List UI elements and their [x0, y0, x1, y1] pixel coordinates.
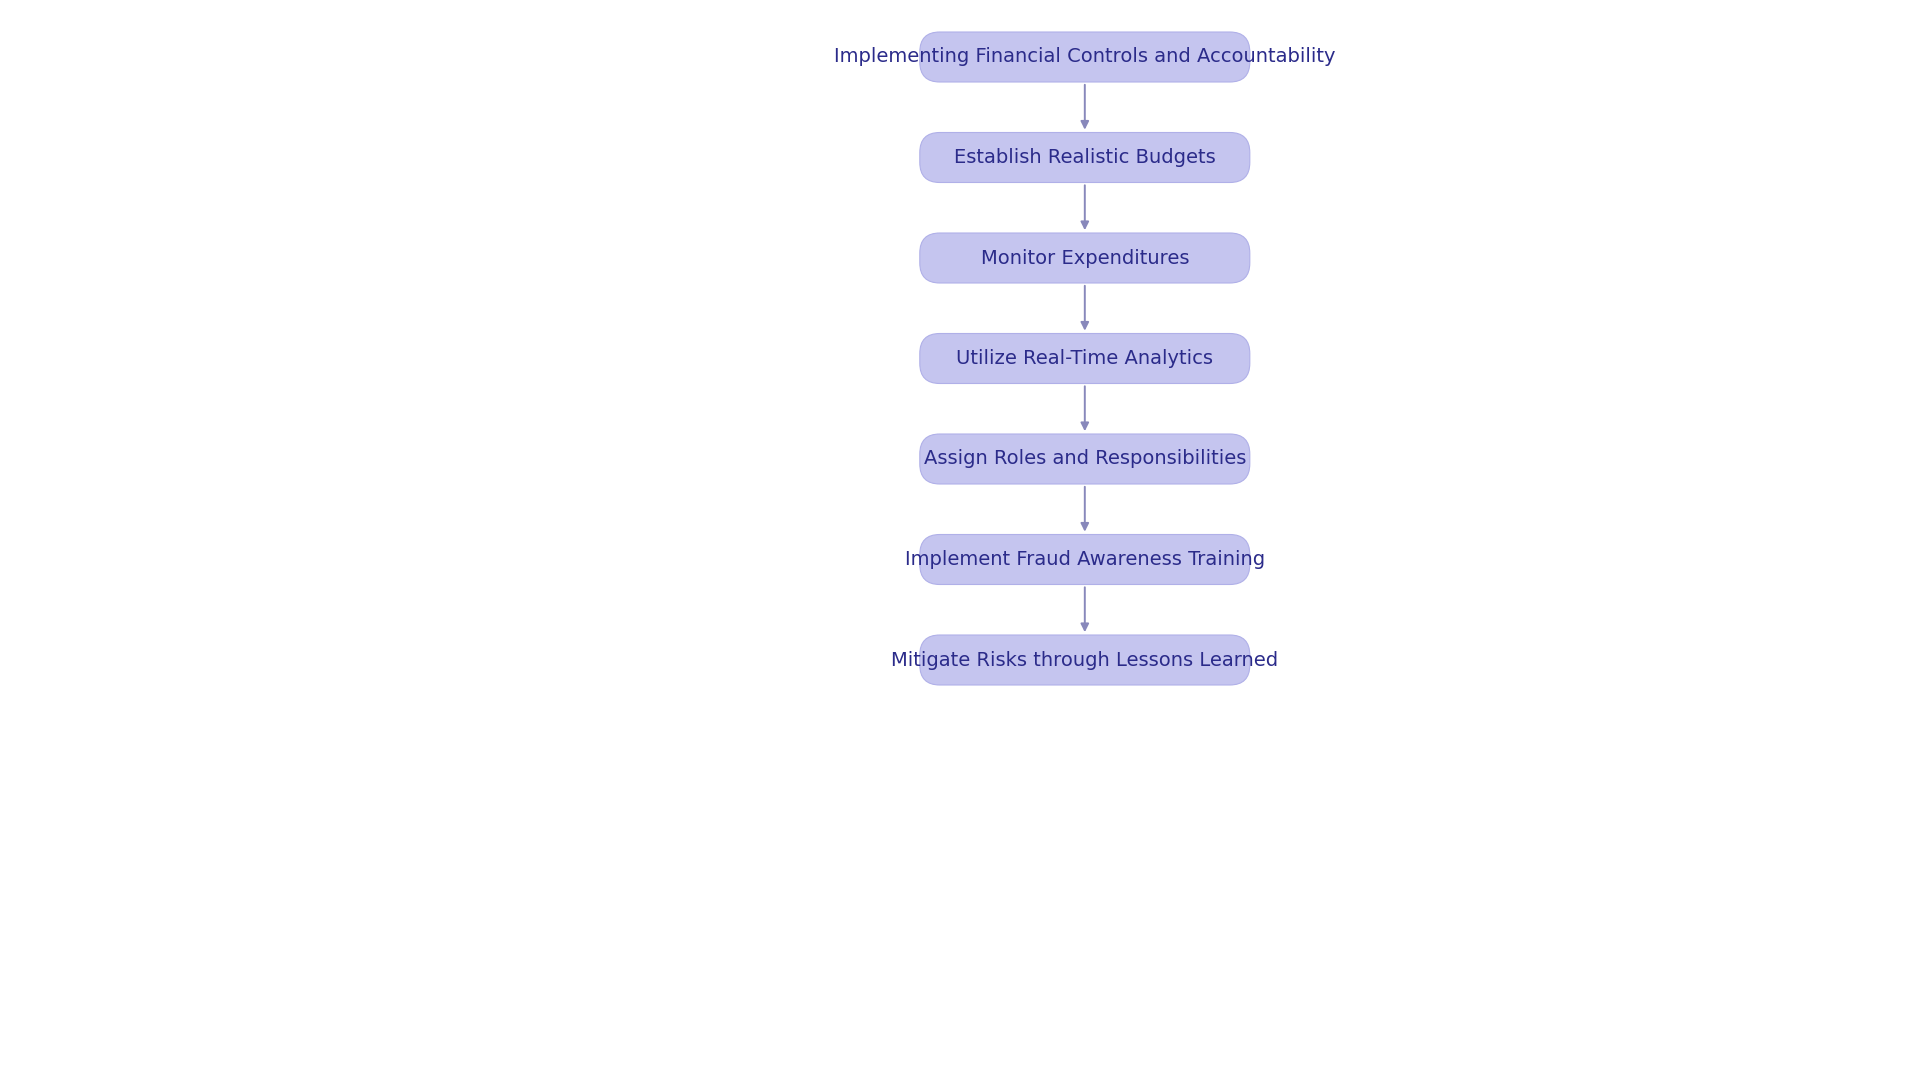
FancyBboxPatch shape — [920, 635, 1250, 686]
Text: Implementing Financial Controls and Accountability: Implementing Financial Controls and Acco… — [833, 48, 1336, 66]
Text: Establish Realistic Budgets: Establish Realistic Budgets — [954, 148, 1215, 167]
FancyBboxPatch shape — [920, 32, 1250, 82]
Text: Mitigate Risks through Lessons Learned: Mitigate Risks through Lessons Learned — [891, 651, 1279, 669]
Text: Monitor Expenditures: Monitor Expenditures — [981, 248, 1188, 268]
Text: Assign Roles and Responsibilities: Assign Roles and Responsibilities — [924, 449, 1246, 469]
FancyBboxPatch shape — [920, 535, 1250, 585]
FancyBboxPatch shape — [920, 334, 1250, 383]
FancyBboxPatch shape — [920, 132, 1250, 183]
FancyBboxPatch shape — [920, 434, 1250, 484]
Text: Implement Fraud Awareness Training: Implement Fraud Awareness Training — [904, 550, 1265, 569]
FancyBboxPatch shape — [920, 233, 1250, 283]
Text: Utilize Real-Time Analytics: Utilize Real-Time Analytics — [956, 349, 1213, 368]
